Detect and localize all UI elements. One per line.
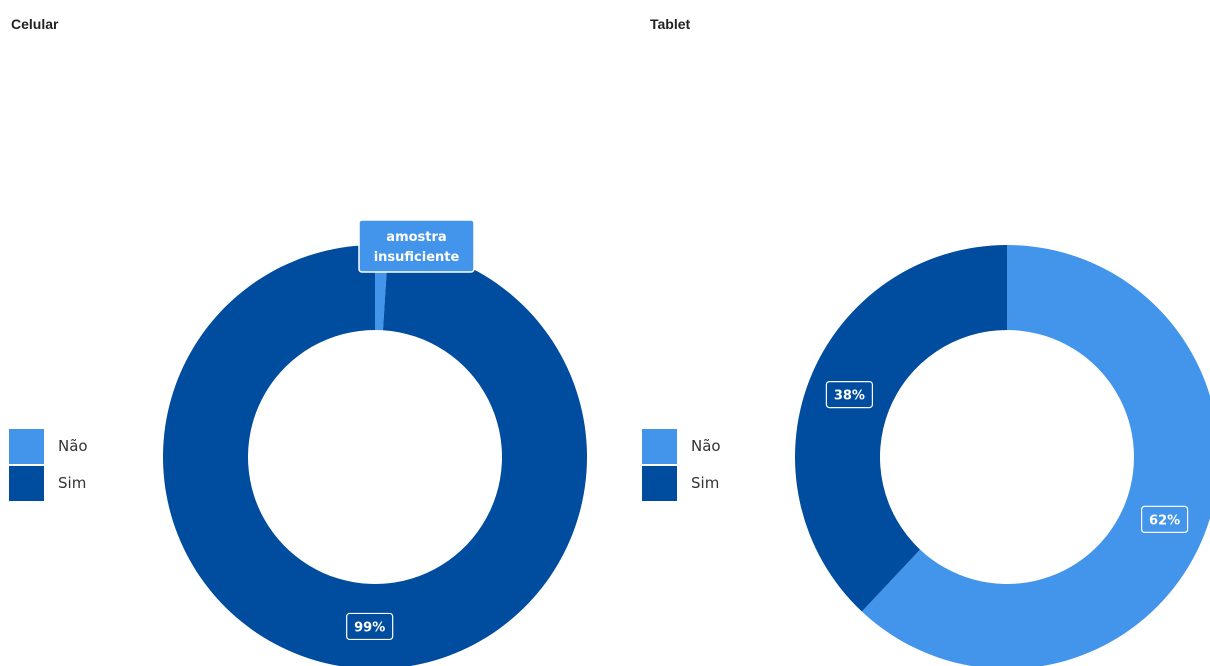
data-label-box [346, 612, 394, 641]
legend-swatch [642, 428, 677, 464]
low-sample-callout: amostra insuficiente [358, 219, 475, 273]
legend-item-sim[interactable]: Sim [9, 465, 88, 501]
data-label: 38% [825, 381, 874, 409]
data-label-box [825, 381, 874, 409]
data-label-text: 38% [834, 389, 865, 404]
legend-swatch [642, 465, 677, 501]
legend-label: Sim [58, 474, 87, 492]
donut-chart: 62% 38% [795, 245, 1210, 666]
data-label: 62% [1140, 505, 1189, 533]
chart-title: Celular [11, 16, 59, 32]
data-label-box [1140, 505, 1189, 533]
legend-item-nao[interactable]: Não [9, 428, 88, 464]
donut-chart: amostra insuficiente 99% [163, 219, 587, 666]
callout-text: amostra [386, 230, 446, 245]
chart-title: Tablet [650, 16, 691, 32]
legend: Não Sim [9, 428, 88, 502]
legend-label: Não [691, 437, 721, 455]
donut-slice-sim[interactable] [163, 245, 587, 666]
donut-slice-no[interactable] [861, 245, 1210, 666]
data-label: 99% [346, 612, 394, 641]
chart-panel-tablet: Tablet Não Sim 62% 38% [640, 0, 1210, 666]
legend-item-sim[interactable]: Sim [642, 465, 721, 501]
callout-text: insuficiente [374, 250, 460, 265]
legend: Não Sim [642, 428, 721, 502]
legend-swatch [9, 465, 44, 501]
legend-item-nao[interactable]: Não [642, 428, 721, 464]
callout-box [358, 219, 475, 273]
data-label-text: 62% [1149, 513, 1180, 528]
data-label-text: 99% [354, 620, 385, 635]
donut-slice-sim[interactable] [795, 245, 1007, 612]
legend-label: Sim [691, 474, 720, 492]
legend-label: Não [58, 437, 88, 455]
legend-swatch [9, 428, 44, 464]
chart-panel-celular: Celular Não Sim amostra insuficiente 99% [9, 16, 587, 666]
